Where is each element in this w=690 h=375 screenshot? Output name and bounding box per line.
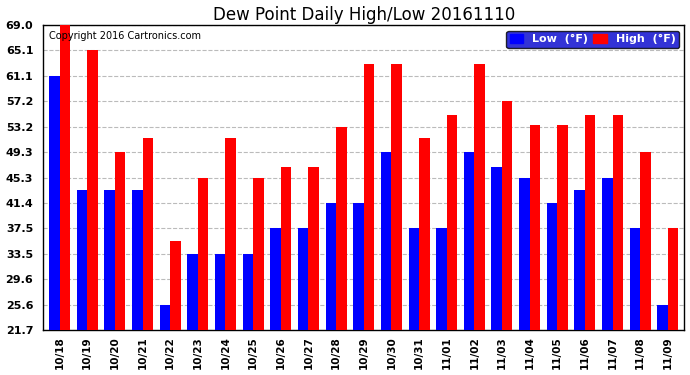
Bar [59, 25, 70, 330]
Bar [132, 190, 143, 330]
Bar [159, 305, 170, 330]
Bar [308, 167, 319, 330]
Bar [668, 228, 678, 330]
Bar [574, 190, 585, 330]
Bar [49, 76, 59, 330]
Bar [602, 178, 613, 330]
Bar [270, 228, 281, 330]
Bar [640, 152, 651, 330]
Bar [198, 178, 208, 330]
Bar [585, 116, 595, 330]
Bar [364, 64, 374, 330]
Bar [613, 116, 623, 330]
Bar [408, 228, 419, 330]
Bar [530, 125, 540, 330]
Bar [215, 254, 226, 330]
Bar [464, 152, 474, 330]
Bar [281, 167, 291, 330]
Bar [558, 125, 568, 330]
Bar [491, 167, 502, 330]
Bar [243, 254, 253, 330]
Bar [419, 138, 430, 330]
Title: Dew Point Daily High/Low 20161110: Dew Point Daily High/Low 20161110 [213, 6, 515, 24]
Bar [658, 305, 668, 330]
Bar [115, 152, 126, 330]
Bar [298, 228, 308, 330]
Bar [253, 178, 264, 330]
Legend: Low  (°F), High  (°F): Low (°F), High (°F) [506, 31, 679, 48]
Bar [474, 64, 485, 330]
Bar [446, 116, 457, 330]
Bar [336, 127, 346, 330]
Bar [502, 101, 513, 330]
Bar [436, 228, 446, 330]
Text: Copyright 2016 Cartronics.com: Copyright 2016 Cartronics.com [50, 31, 201, 41]
Bar [381, 152, 391, 330]
Bar [353, 203, 364, 330]
Bar [77, 190, 87, 330]
Bar [104, 190, 115, 330]
Bar [326, 203, 336, 330]
Bar [546, 203, 558, 330]
Bar [143, 138, 153, 330]
Bar [226, 138, 236, 330]
Bar [391, 64, 402, 330]
Bar [170, 241, 181, 330]
Bar [87, 50, 98, 330]
Bar [188, 254, 198, 330]
Bar [519, 178, 530, 330]
Bar [630, 228, 640, 330]
